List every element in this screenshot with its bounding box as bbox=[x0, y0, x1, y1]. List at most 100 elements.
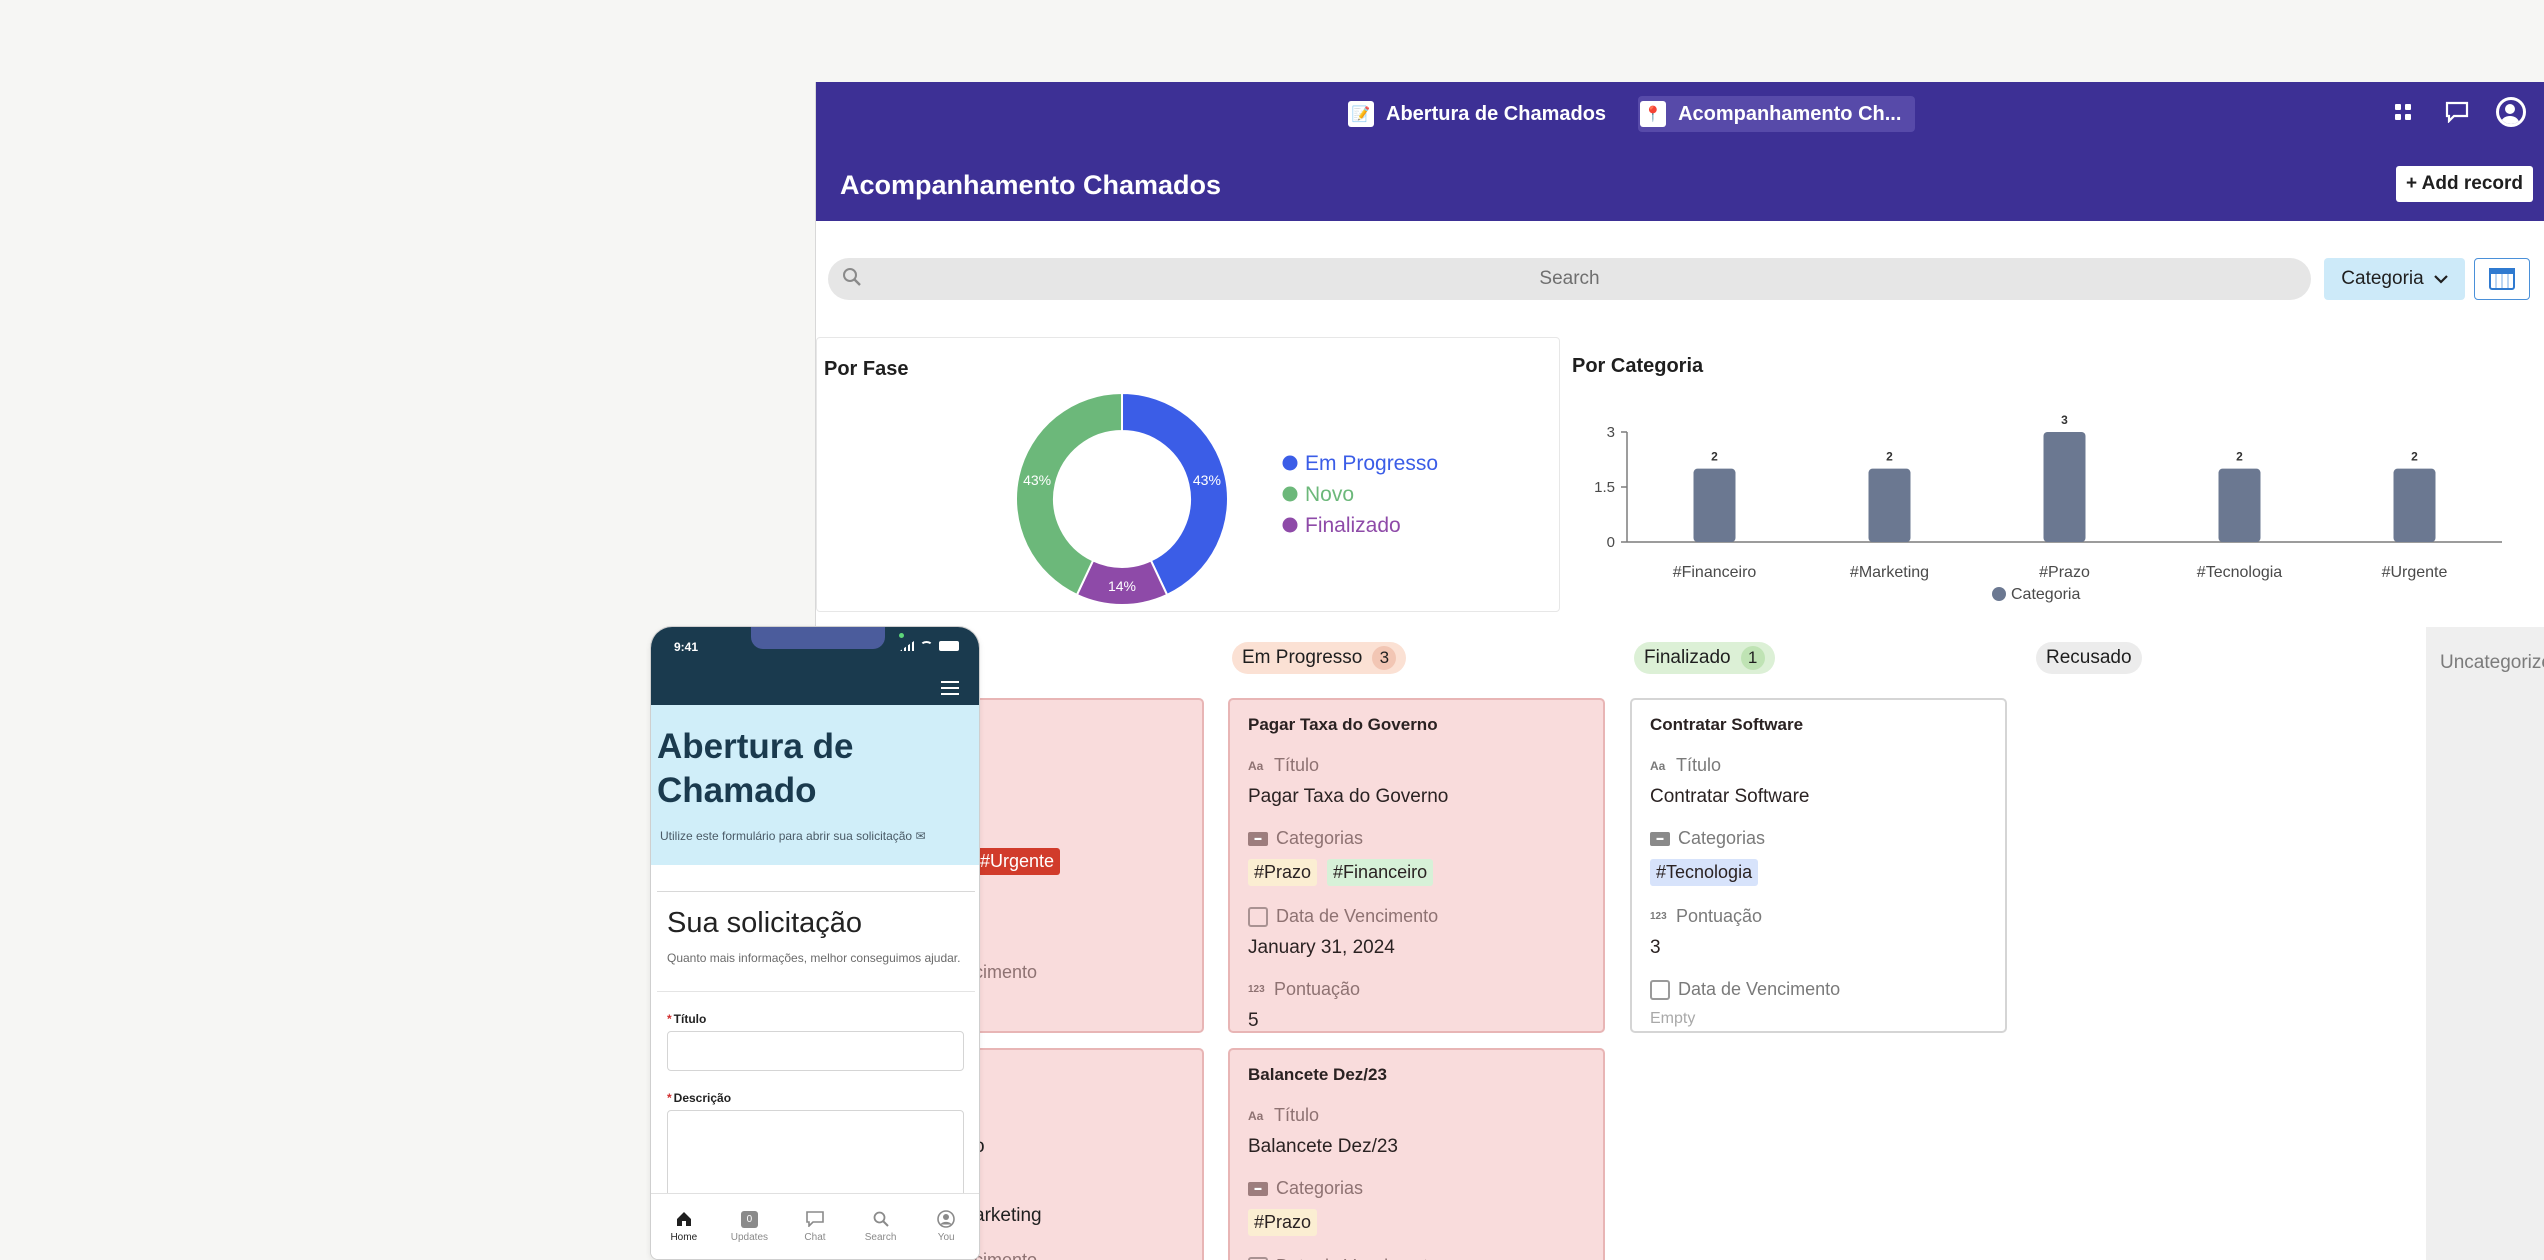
y-tick-label-2: 3 bbox=[1607, 424, 1615, 441]
wifi-icon bbox=[920, 641, 933, 651]
field-value-titulo: Balancete Dez/23 bbox=[1248, 1136, 1398, 1157]
bar-3[interactable] bbox=[2218, 468, 2261, 542]
phone-bottom-nav: Home 0 Updates Chat Search You bbox=[651, 1193, 979, 1259]
apps-grid-icon[interactable] bbox=[2388, 97, 2418, 127]
legend-label-1[interactable]: Novo bbox=[1305, 483, 1354, 506]
nav-chat[interactable]: Chat bbox=[785, 1210, 845, 1243]
titulo-label: * Título bbox=[667, 1012, 707, 1026]
search-input[interactable]: Search bbox=[828, 258, 2311, 300]
legend-swatch bbox=[1992, 587, 2006, 601]
card-title: Contratar Software bbox=[1650, 715, 1804, 734]
add-record-button[interactable]: + Add record bbox=[2395, 166, 2533, 202]
nav-search[interactable]: Search bbox=[851, 1210, 911, 1243]
x-tick-label-3: #Tecnologia bbox=[2197, 564, 2283, 581]
camera-dot-icon bbox=[899, 633, 904, 638]
field-label-partial: cimento bbox=[974, 962, 1038, 982]
y-tick-label-1: 1.5 bbox=[1594, 479, 1615, 496]
tab-acompanhamento[interactable]: 📍 Acompanhamento Ch... bbox=[1638, 96, 1916, 132]
bar-data-label-4: 2 bbox=[2411, 450, 2418, 464]
field-value-partial: arketing bbox=[974, 1205, 1042, 1226]
pie-slice-label-2: 43% bbox=[1023, 472, 1051, 488]
bar-4[interactable] bbox=[2393, 468, 2436, 542]
calendar-icon bbox=[2489, 268, 2515, 290]
kanban-card-balancete[interactable]: Balancete Dez/23 Aa Título Balancete Dez/… bbox=[1228, 1048, 1605, 1260]
column-label: Recusado bbox=[2046, 647, 2132, 668]
nav-home[interactable]: Home bbox=[654, 1210, 714, 1243]
pin-icon: 📍 bbox=[1640, 101, 1667, 127]
tab-abertura[interactable]: 📝 Abertura de Chamados bbox=[1346, 96, 1620, 132]
field-label-pontuacao: 123 Pontuação bbox=[1248, 979, 1361, 999]
chart-title: Por Fase bbox=[824, 358, 909, 380]
tag-field-icon: ▬ bbox=[1248, 1181, 1268, 1196]
field-value-pontuacao: 3 bbox=[1650, 937, 1661, 958]
field-label-vencimento: Data de Vencimento bbox=[1248, 1256, 1585, 1260]
app-tabs: 📝 Abertura de Chamados 📍 Acompanhamento … bbox=[1346, 96, 1916, 132]
bar-1[interactable] bbox=[1868, 468, 1911, 542]
tag-tecnologia: #Tecnologia bbox=[1650, 859, 1759, 886]
tag-field-icon: ▬ bbox=[1650, 831, 1670, 846]
bar-2[interactable] bbox=[2043, 432, 2086, 542]
column-label: Finalizado bbox=[1644, 647, 1731, 668]
user-icon[interactable] bbox=[2496, 97, 2526, 127]
notepad-icon: 📝 bbox=[1348, 101, 1374, 127]
field-label-vencimento: Data de Vencimento bbox=[1650, 979, 1987, 1000]
number-field-icon: 123 bbox=[1650, 911, 1667, 922]
chart-title: Por Categoria bbox=[1572, 355, 1704, 377]
column-header-recusado[interactable]: Recusado bbox=[2036, 642, 2142, 674]
column-header-finalizado[interactable]: Finalizado 1 bbox=[1634, 642, 1775, 674]
chevron-down-icon bbox=[2433, 268, 2448, 290]
category-filter-dropdown[interactable]: Categoria bbox=[2324, 258, 2465, 300]
phone-notch bbox=[751, 627, 885, 649]
tag-prazo: #Prazo bbox=[1248, 1209, 1318, 1236]
bar-data-label-1: 2 bbox=[1886, 450, 1893, 464]
kanban-card-pagar-taxa[interactable]: Pagar Taxa do Governo Aa Título Pagar Tax… bbox=[1228, 698, 1605, 1033]
field-label-titulo: Aa Título bbox=[1248, 1105, 1320, 1125]
field-label-titulo: Aa Título bbox=[1248, 755, 1320, 775]
x-tick-label-1: #Marketing bbox=[1850, 564, 1929, 581]
nav-you[interactable]: You bbox=[916, 1210, 976, 1243]
divider bbox=[657, 891, 975, 892]
bar-0[interactable] bbox=[1693, 468, 1736, 542]
tab-label: Acompanhamento Ch... bbox=[1678, 102, 1902, 125]
y-tick-label-0: 0 bbox=[1607, 534, 1615, 551]
calendar-view-button[interactable] bbox=[2474, 258, 2530, 300]
bar-data-label-2: 3 bbox=[2061, 413, 2068, 427]
field-label-partial: cimento bbox=[974, 1250, 1038, 1260]
number-field-icon: 123 bbox=[1248, 984, 1265, 995]
field-value-vencimento: January 31, 2024 bbox=[1248, 937, 1395, 958]
hamburger-menu-icon[interactable] bbox=[941, 681, 959, 695]
pie-slice-2[interactable] bbox=[1015, 391, 1123, 597]
legend-label-0[interactable]: Em Progresso bbox=[1305, 452, 1438, 475]
legend-label[interactable]: Categoria bbox=[2011, 586, 2080, 603]
chat-icon[interactable] bbox=[2442, 97, 2472, 127]
bar-chart-panel: Por Categoria 0 1.5 3 2 #Financeiro 2 #Marketi… bbox=[1572, 337, 2544, 612]
legend-swatch-2 bbox=[1282, 517, 1298, 533]
x-tick-label-2: #Prazo bbox=[2039, 564, 2090, 581]
search-icon bbox=[872, 1210, 890, 1228]
descricao-textarea[interactable] bbox=[667, 1110, 964, 1200]
top-icons bbox=[2388, 97, 2526, 127]
form-subtitle: Quanto mais informações, melhor consegui… bbox=[667, 951, 961, 965]
field-label-categorias: ▬ Categorias bbox=[1248, 1178, 1585, 1199]
user-icon bbox=[937, 1210, 955, 1228]
kanban-card-contratar-software[interactable]: Contratar Software Aa Título Contratar So… bbox=[1630, 698, 2007, 1033]
column-label: Em Progresso bbox=[1242, 647, 1363, 668]
legend-label-2[interactable]: Finalizado bbox=[1305, 514, 1401, 537]
card-title: Balancete Dez/23 bbox=[1248, 1065, 1387, 1084]
top-bar: 📝 Abertura de Chamados 📍 Acompanhamento … bbox=[816, 82, 2544, 221]
column-header-em-progresso[interactable]: Em Progresso 3 bbox=[1232, 642, 1407, 674]
nav-updates[interactable]: 0 Updates bbox=[719, 1210, 779, 1243]
calendar-icon bbox=[1650, 979, 1670, 1000]
phone-hero-title: Abertura de Chamado bbox=[657, 727, 854, 810]
pie-slice-0[interactable] bbox=[1121, 391, 1229, 597]
status-time: 9:41 bbox=[674, 640, 699, 654]
text-field-icon: Aa bbox=[1248, 1108, 1264, 1123]
descricao-label: * Descrição bbox=[667, 1091, 732, 1105]
search-placeholder: Search bbox=[1539, 268, 1600, 289]
filter-label: Categoria bbox=[2341, 268, 2424, 289]
tag-field-icon: ▬ bbox=[1248, 831, 1268, 846]
field-value-pontuacao: 5 bbox=[1248, 1010, 1259, 1031]
search-icon bbox=[842, 267, 862, 293]
titulo-input[interactable] bbox=[667, 1031, 964, 1071]
tag-list: #Prazo bbox=[1248, 1209, 1585, 1236]
